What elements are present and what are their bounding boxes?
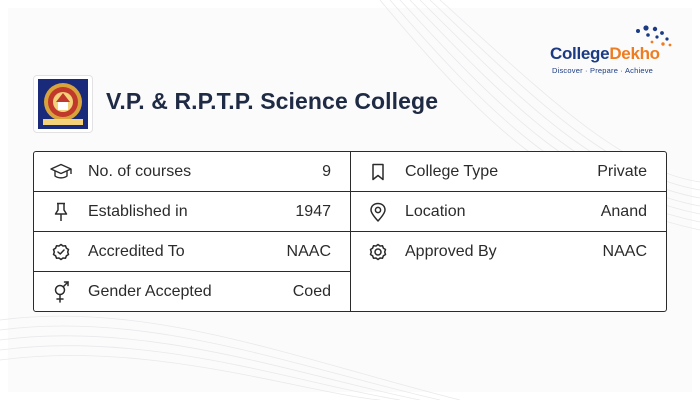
graduation-cap-icon <box>34 152 88 192</box>
detail-row-accredited: Accredited To NAAC <box>34 232 350 272</box>
brand-mark-icon <box>636 25 672 47</box>
college-logo <box>33 75 93 133</box>
column-divider <box>350 152 351 311</box>
detail-value: 9 <box>322 162 331 180</box>
detail-value: Coed <box>292 283 331 300</box>
detail-row-gender: Gender Accepted Coed <box>34 272 350 311</box>
detail-value: Anand <box>600 202 647 220</box>
detail-value: NAAC <box>286 242 331 260</box>
detail-label: No. of courses <box>88 162 192 180</box>
gender-icon <box>34 272 88 311</box>
college-details-table: No. of courses 9 Established in 1947 Acc… <box>33 151 667 312</box>
brand-name: CollegeDekho <box>550 44 660 63</box>
detail-label: Accredited To <box>88 242 185 260</box>
page-title: V.P. & R.P.T.P. Science College <box>106 88 439 114</box>
detail-row-approved: Approved By NAAC <box>351 232 666 272</box>
collegedekho-logo: CollegeDekho Discover · Prepare · Achiev… <box>550 24 680 80</box>
pin-icon <box>34 192 88 232</box>
detail-row-courses: No. of courses 9 <box>34 152 350 192</box>
detail-label: Gender Accepted <box>88 283 212 300</box>
brand-tagline: Discover · Prepare · Achieve <box>552 66 654 75</box>
college-seal-icon <box>38 79 88 129</box>
detail-row-location: Location Anand <box>351 192 666 232</box>
detail-value: NAAC <box>602 243 647 260</box>
detail-label: Established in <box>88 202 188 220</box>
detail-label: College Type <box>405 162 499 180</box>
detail-row-established: Established in 1947 <box>34 192 350 232</box>
detail-row-college-type: College Type Private <box>351 152 666 192</box>
bookmark-icon <box>351 152 405 192</box>
detail-label: Location <box>405 202 466 220</box>
detail-value: 1947 <box>295 202 331 220</box>
location-icon <box>351 192 405 232</box>
approved-badge-icon <box>351 232 405 272</box>
detail-value: Private <box>597 162 647 180</box>
detail-label: Approved By <box>405 243 497 260</box>
check-badge-icon <box>34 232 88 272</box>
